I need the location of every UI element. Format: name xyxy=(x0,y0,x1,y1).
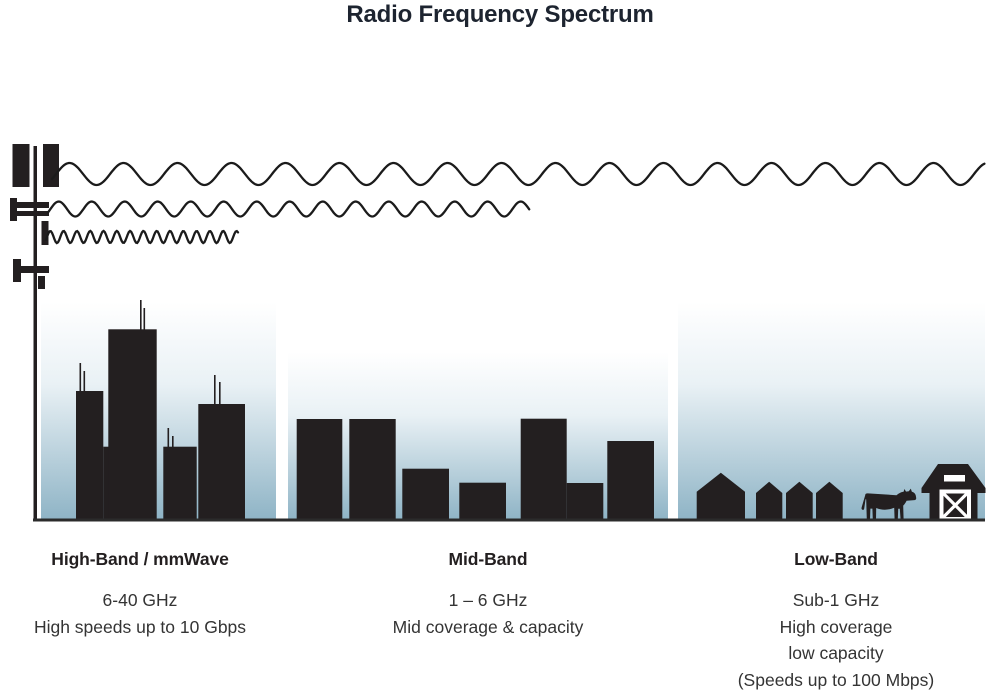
house-icon xyxy=(696,472,745,521)
barn-loft-vent xyxy=(944,475,965,482)
rooftop-antenna xyxy=(167,428,170,448)
band-description-mid: Mid coverage & capacity xyxy=(392,616,584,637)
house-icon xyxy=(756,481,783,521)
building xyxy=(163,446,197,521)
band-frequency-mid: 1 – 6 GHz xyxy=(448,590,528,610)
building xyxy=(520,418,567,521)
barn-icon xyxy=(921,464,986,521)
barn-door-crossbuck xyxy=(942,492,969,519)
cow-silhouette xyxy=(861,488,917,520)
cell-tower-part xyxy=(43,144,59,187)
rooftop-antenna xyxy=(140,300,142,331)
building xyxy=(349,419,396,521)
band-label-low: Low-Band Sub-1 GHz High coverage low cap… xyxy=(666,549,1000,693)
band-description-low-1: High coverage xyxy=(779,616,893,637)
building xyxy=(198,404,245,521)
cell-tower-part xyxy=(10,198,17,221)
house-icon xyxy=(786,481,813,521)
building xyxy=(296,419,343,521)
rooftop-antenna xyxy=(79,363,82,392)
farm-scene-low-band xyxy=(696,464,986,521)
cell-tower-part xyxy=(13,259,21,282)
building xyxy=(76,391,104,521)
rooftop-antenna xyxy=(214,375,216,405)
band-description-low-2: low capacity xyxy=(788,643,884,663)
cell-tower-part xyxy=(15,211,49,216)
cell-tower-part xyxy=(33,146,37,520)
band-frequency-low: Sub-1 GHz xyxy=(792,590,880,610)
rooftop-antenna xyxy=(172,436,174,448)
band-title-high: High-Band / mmWave xyxy=(51,549,229,569)
band-title-mid: Mid-Band xyxy=(448,549,528,569)
skyline-high-band xyxy=(76,300,245,521)
skyline-mid-band xyxy=(296,418,654,521)
building xyxy=(607,441,654,521)
rooftop-antenna xyxy=(143,308,146,331)
cell-tower-part xyxy=(15,266,49,273)
house-icon xyxy=(816,481,843,521)
page-title: Radio Frequency Spectrum xyxy=(346,1,654,28)
building xyxy=(459,482,506,521)
mid-band-wave xyxy=(46,200,531,218)
rooftop-antenna xyxy=(83,371,86,392)
band-description-low-3: (Speeds up to 100 Mbps) xyxy=(737,669,935,690)
band-label-high: High-Band / mmWave 6-40 GHz High speeds … xyxy=(0,549,310,640)
band-description-high: High speeds up to 10 Gbps xyxy=(33,616,247,637)
band-label-mid: Mid-Band 1 – 6 GHz Mid coverage & capaci… xyxy=(318,549,658,640)
ground-line xyxy=(33,518,985,522)
rooftop-antenna xyxy=(219,382,221,405)
cell-tower-part xyxy=(38,276,45,289)
cell-tower-part xyxy=(12,144,30,187)
building xyxy=(402,468,449,521)
band-frequency-high: 6-40 GHz xyxy=(102,590,178,610)
cow-icon xyxy=(861,488,917,520)
high-band-wave xyxy=(44,229,240,245)
cell-tower-part xyxy=(15,202,49,208)
building xyxy=(566,483,604,521)
cell-tower-part xyxy=(41,221,49,245)
band-title-low: Low-Band xyxy=(794,549,878,569)
building xyxy=(103,446,109,521)
low-band-wave xyxy=(50,161,986,187)
building xyxy=(108,329,157,521)
